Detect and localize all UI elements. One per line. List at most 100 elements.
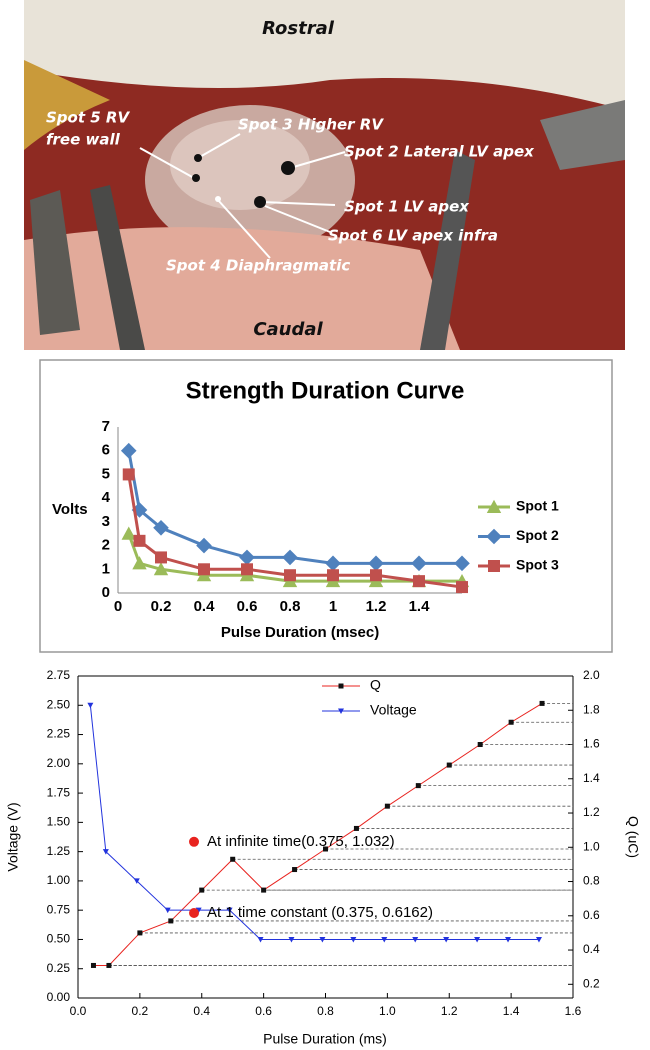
series-line bbox=[93, 702, 543, 966]
marker bbox=[230, 856, 236, 862]
pointer-lines bbox=[139, 133, 346, 259]
marker bbox=[370, 569, 382, 582]
annotation-text: At infinite time(0.375, 1.032) bbox=[207, 833, 395, 850]
marker bbox=[292, 867, 298, 873]
x-tick-label: 1.2 bbox=[441, 1004, 458, 1018]
marker bbox=[153, 519, 169, 536]
x-tick-label: 0.2 bbox=[132, 1004, 149, 1018]
y-tick-label: 1.50 bbox=[47, 815, 71, 829]
x-tick-label: 1.4 bbox=[503, 1004, 520, 1018]
marker bbox=[131, 502, 148, 518]
y-axis-title: Volts bbox=[52, 501, 88, 518]
x-tick-label: 0.2 bbox=[151, 598, 172, 615]
y-tick-label: 2 bbox=[102, 537, 110, 554]
spot-label: free wall bbox=[46, 131, 121, 149]
x-tick-label: 1.6 bbox=[565, 1004, 582, 1018]
marker bbox=[284, 569, 296, 582]
chart-title: Strength Duration Curve bbox=[186, 377, 465, 404]
marker bbox=[319, 936, 326, 943]
legend-label: Q bbox=[370, 677, 381, 693]
x-tick-label: 0.8 bbox=[317, 1004, 334, 1018]
x-tick-label: 0.6 bbox=[255, 1004, 272, 1018]
x-tick-label: 0.4 bbox=[194, 598, 216, 615]
y-axis-title: Voltage (V) bbox=[5, 802, 21, 871]
x-tick-label: 0 bbox=[114, 598, 122, 615]
y-tick-label: 7 bbox=[102, 418, 110, 435]
tissue bbox=[24, 60, 110, 150]
x-tick-label: 1.4 bbox=[409, 598, 431, 615]
marker bbox=[508, 719, 514, 725]
marker bbox=[261, 887, 267, 893]
y2-tick-label: 1.6 bbox=[583, 737, 600, 751]
marker bbox=[226, 907, 233, 914]
y2-tick-label: 0.2 bbox=[583, 976, 600, 990]
marker bbox=[325, 555, 341, 572]
x-axis-title: Pulse Duration (ms) bbox=[263, 1031, 387, 1047]
marker bbox=[239, 549, 255, 566]
marker bbox=[87, 702, 94, 709]
marker bbox=[196, 537, 212, 554]
surgical-photo: Rostral Caudal Spot 5 RV free wall Spot … bbox=[24, 0, 625, 350]
spot-label: Spot 3 Higher RV bbox=[238, 116, 384, 134]
x-tick-label: 1 bbox=[329, 598, 337, 615]
y2-tick-label: 0.8 bbox=[583, 874, 600, 888]
y-tick-label: 0.50 bbox=[47, 932, 71, 946]
series-line bbox=[127, 533, 462, 583]
x-axis-title: Pulse Duration (msec) bbox=[221, 624, 379, 641]
annotation-point bbox=[189, 908, 200, 919]
marker bbox=[257, 936, 264, 943]
spot-label: Spot 6 LV apex infra bbox=[328, 227, 498, 245]
marker bbox=[535, 936, 542, 943]
x-tick-label: 0.0 bbox=[70, 1004, 87, 1018]
legend-label: Voltage bbox=[370, 702, 417, 718]
gauze bbox=[24, 0, 625, 110]
y2-tick-label: 1.4 bbox=[583, 771, 600, 785]
marker bbox=[474, 936, 481, 943]
y-tick-label: 1.75 bbox=[47, 785, 71, 799]
marker bbox=[132, 556, 147, 570]
marker bbox=[350, 936, 357, 943]
y-tick-label: 3 bbox=[102, 513, 110, 530]
marker bbox=[411, 555, 427, 572]
spot-dots bbox=[192, 154, 295, 208]
marker bbox=[446, 762, 452, 768]
marker bbox=[477, 742, 483, 748]
marker bbox=[137, 930, 143, 936]
legend-label: Spot 3 bbox=[516, 557, 559, 573]
y-tick-label: 1.00 bbox=[47, 873, 71, 887]
y-tick-label: 5 bbox=[102, 465, 110, 482]
marker bbox=[338, 708, 344, 714]
marker bbox=[415, 783, 421, 789]
marker bbox=[384, 803, 390, 809]
marker bbox=[288, 936, 295, 943]
y-tick-label: 4 bbox=[102, 489, 111, 506]
marker bbox=[153, 562, 169, 576]
x-tick-label: 0.6 bbox=[237, 598, 258, 615]
retractor-left-blade bbox=[30, 190, 80, 335]
retractor-right bbox=[420, 150, 475, 350]
marker bbox=[486, 499, 502, 513]
marker bbox=[327, 569, 339, 582]
marker bbox=[338, 683, 344, 689]
marker bbox=[168, 918, 174, 924]
marker bbox=[486, 528, 502, 545]
marker bbox=[413, 575, 425, 588]
annotation-text: At 1 time constant (0.375, 0.6162) bbox=[207, 904, 433, 921]
marker bbox=[198, 563, 210, 576]
y-tick-label: 2.00 bbox=[47, 756, 71, 770]
marker bbox=[155, 551, 167, 564]
orientation-bottom: Caudal bbox=[253, 319, 323, 340]
heart-highlight bbox=[170, 120, 310, 210]
y2-tick-label: 0.4 bbox=[583, 942, 600, 956]
marker bbox=[488, 560, 500, 572]
x-tick-label: 1.2 bbox=[366, 598, 387, 615]
marker bbox=[90, 962, 96, 968]
annotation-point bbox=[189, 836, 200, 847]
spot-label: Spot 1 LV apex bbox=[344, 198, 470, 216]
y-tick-label: 0 bbox=[102, 584, 110, 601]
y2-tick-label: 1.0 bbox=[583, 839, 600, 853]
x-tick-label: 0.8 bbox=[280, 598, 301, 615]
legend-label: Spot 2 bbox=[516, 527, 559, 543]
y2-tick-label: 2.0 bbox=[583, 668, 600, 682]
